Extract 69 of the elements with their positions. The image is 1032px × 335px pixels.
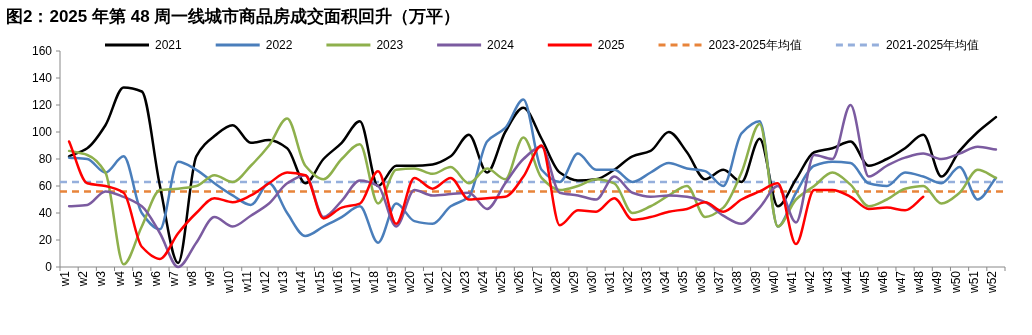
x-tick-label: w38 bbox=[730, 270, 745, 295]
x-tick-label: w50 bbox=[948, 270, 963, 295]
x-tick-label: w27 bbox=[530, 270, 545, 295]
x-tick-label: w20 bbox=[403, 270, 418, 295]
legend-label: 2021 bbox=[155, 38, 183, 52]
x-tick-label: w4 bbox=[112, 270, 127, 288]
x-tick-label: w14 bbox=[294, 270, 309, 295]
y-tick-label: 160 bbox=[31, 44, 53, 58]
legend-label: 2025 bbox=[597, 38, 625, 52]
x-tick-label: w30 bbox=[585, 270, 600, 295]
x-tick-label: w52 bbox=[984, 270, 999, 295]
y-tick-label: 20 bbox=[38, 233, 53, 247]
x-tick-label: w33 bbox=[639, 270, 654, 295]
x-tick-label: w12 bbox=[257, 270, 272, 295]
x-tick-label: w26 bbox=[512, 270, 527, 295]
x-tick-label: w34 bbox=[657, 270, 672, 295]
x-tick-label: w25 bbox=[494, 270, 509, 295]
x-tick-label: w29 bbox=[566, 270, 581, 295]
x-tick-label: w43 bbox=[821, 270, 836, 295]
x-tick-label: w22 bbox=[439, 270, 454, 295]
legend-label: 2023 bbox=[376, 38, 404, 52]
x-tick-label: w1 bbox=[58, 270, 73, 288]
x-tick-label: w13 bbox=[276, 270, 291, 295]
x-tick-label: w46 bbox=[875, 270, 890, 295]
x-tick-label: w18 bbox=[367, 270, 382, 295]
x-tick-label: w42 bbox=[803, 270, 818, 295]
x-tick-label: w48 bbox=[912, 270, 927, 295]
y-tick-label: 120 bbox=[31, 98, 53, 112]
x-tick-label: w23 bbox=[457, 270, 472, 295]
x-tick-label: w3 bbox=[94, 270, 109, 288]
x-tick-label: w31 bbox=[603, 270, 618, 295]
x-tick-label: w8 bbox=[185, 270, 200, 288]
x-tick-label: w45 bbox=[857, 270, 872, 295]
x-tick-label: w11 bbox=[239, 270, 254, 294]
x-tick-label: w35 bbox=[675, 270, 690, 295]
y-tick-label: 100 bbox=[31, 125, 53, 139]
x-tick-label: w32 bbox=[621, 270, 636, 295]
y-tick-label: 140 bbox=[31, 71, 53, 85]
x-tick-label: w47 bbox=[894, 270, 909, 295]
y-tick-label: 80 bbox=[38, 152, 53, 166]
x-tick-label: w28 bbox=[548, 270, 563, 295]
x-tick-label: w40 bbox=[766, 270, 781, 295]
x-tick-label: w15 bbox=[312, 270, 327, 295]
x-tick-label: w37 bbox=[712, 270, 727, 295]
y-tick-label: 60 bbox=[38, 179, 53, 193]
x-tick-label: w5 bbox=[130, 270, 145, 288]
x-tick-label: w41 bbox=[785, 270, 800, 295]
chart-title: 图2：2025 年第 48 周一线城市商品房成交面积回升（万平） bbox=[6, 7, 461, 26]
x-tick-label: w39 bbox=[748, 270, 763, 295]
x-tick-label: w21 bbox=[421, 270, 436, 295]
y-tick-label: 40 bbox=[38, 206, 53, 220]
x-tick-label: w49 bbox=[930, 270, 945, 295]
x-tick-label: w16 bbox=[330, 270, 345, 295]
legend-label: 2024 bbox=[487, 38, 515, 52]
x-tick-label: w17 bbox=[348, 270, 363, 295]
x-tick-label: w10 bbox=[221, 270, 236, 295]
x-tick-label: w7 bbox=[167, 270, 182, 288]
x-tick-label: w19 bbox=[385, 270, 400, 295]
legend-label: 2023-2025年均值 bbox=[708, 38, 802, 52]
legend-label: 2022 bbox=[265, 38, 293, 52]
legend-label: 2021-2025年均值 bbox=[885, 38, 980, 52]
x-tick-label: w51 bbox=[966, 270, 981, 295]
x-tick-label: w36 bbox=[694, 270, 709, 295]
x-tick-label: w44 bbox=[839, 270, 854, 295]
y-tick-label: 0 bbox=[45, 260, 53, 274]
x-tick-label: w6 bbox=[148, 270, 163, 288]
x-tick-label: w9 bbox=[203, 270, 218, 288]
x-tick-label: w24 bbox=[476, 270, 491, 295]
x-tick-label: w2 bbox=[76, 270, 91, 288]
